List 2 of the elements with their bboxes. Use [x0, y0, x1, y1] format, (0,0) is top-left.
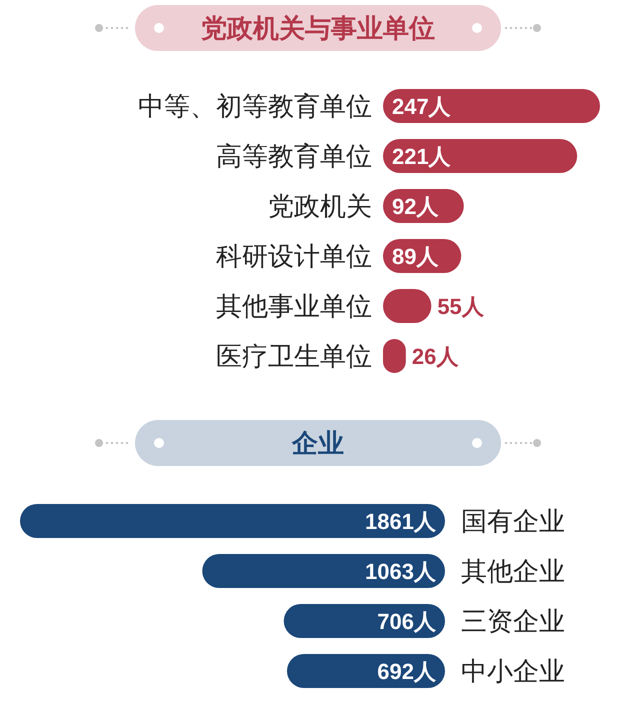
title: 企业 — [292, 428, 344, 458]
title: 党政机关与事业单位 — [201, 13, 435, 43]
